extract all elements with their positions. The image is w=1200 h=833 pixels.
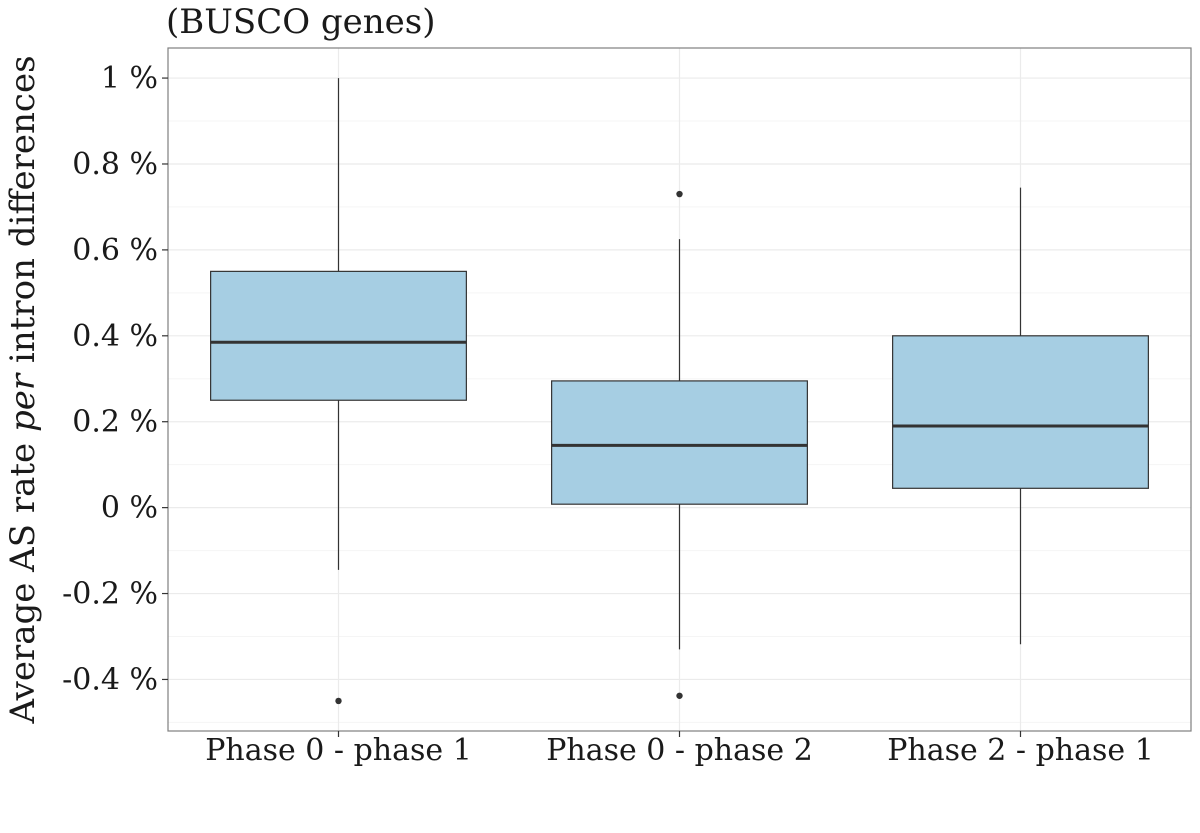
y-axis-label-part: Average AS rate [3, 432, 43, 725]
y-axis-label-italic: per [3, 372, 43, 432]
y-tick-label: 1 % [101, 61, 158, 96]
y-tick-label: 0.6 % [72, 233, 158, 268]
x-axis: Phase 0 - phase 1 Phase 0 - phase 2 Phase … [205, 731, 1154, 768]
outlier-point [335, 697, 342, 705]
y-tick-label: 0 % [101, 491, 158, 526]
box-group [210, 78, 467, 705]
x-tick-label: Phase 2 - phase 1 [887, 733, 1154, 768]
y-tick-label: 0.4 % [72, 319, 158, 354]
box-iqr [892, 335, 1149, 489]
box-iqr [210, 270, 467, 401]
chart-title: (BUSCO genes) [166, 2, 436, 42]
y-axis: -0.4 % -0.2 % 0 % 0.2 % 0.4 % 0.6 % 0.8 % 1 % [62, 61, 168, 697]
y-axis-label-part: intron differences [3, 55, 43, 373]
y-axis-label: Average AS rate per intron differences [3, 55, 43, 724]
box-iqr [551, 380, 808, 505]
outlier-point [676, 190, 683, 198]
box-series [210, 78, 1149, 705]
y-tick-label: -0.4 % [62, 662, 158, 697]
outlier-point [676, 692, 683, 699]
box-group [892, 187, 1149, 645]
y-tick-label: 0.2 % [72, 405, 158, 440]
x-tick-label: Phase 0 - phase 1 [205, 733, 472, 768]
x-tick-label: Phase 0 - phase 2 [546, 733, 813, 768]
box-group [551, 190, 808, 699]
y-tick-label: -0.2 % [62, 577, 158, 612]
y-tick-label: 0.8 % [72, 147, 158, 182]
